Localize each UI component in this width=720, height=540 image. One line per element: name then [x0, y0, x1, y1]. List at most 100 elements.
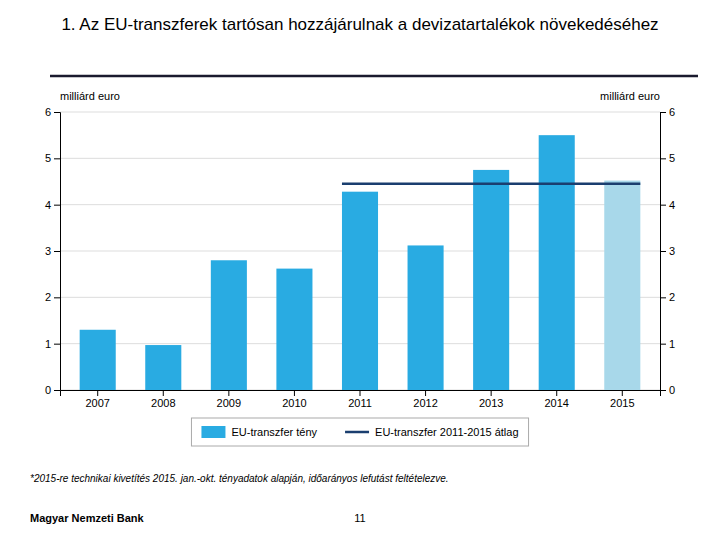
tick-mark — [660, 251, 666, 252]
tick-label: 2 — [45, 291, 51, 303]
tick-label: 2009 — [217, 397, 241, 409]
tick-label: 2011 — [348, 397, 372, 409]
footer-center: 11 — [354, 512, 365, 524]
tick-mark — [660, 158, 666, 159]
tick-label: 5 — [45, 152, 51, 164]
legend-frame — [191, 418, 528, 446]
tick-mark — [54, 112, 60, 113]
tick-label: 6 — [45, 106, 51, 118]
tick: 2013 — [479, 390, 503, 409]
tick: 6 — [45, 106, 60, 118]
tick-mark — [660, 205, 666, 206]
tick-mark — [622, 390, 623, 396]
legend: EU-transzfer tény EU-transzfer 2011-2015 … — [191, 418, 528, 446]
tick-label: 1 — [45, 338, 51, 350]
tick-mark — [54, 251, 60, 252]
footnote: *2015-re technikai kivetítés 2015. jan.-… — [30, 473, 449, 484]
tick-label: 4 — [669, 199, 675, 211]
tick-label: 2013 — [479, 397, 503, 409]
tick-label: 1 — [669, 338, 675, 350]
tick: 3 — [45, 245, 60, 257]
tick-mark — [97, 390, 98, 396]
tick-mark — [54, 297, 60, 298]
bar — [408, 245, 444, 390]
grid-line — [60, 112, 660, 113]
bar — [276, 269, 312, 390]
tick: 5 — [45, 152, 60, 164]
tick-label: 2012 — [413, 397, 437, 409]
tick-label: 2 — [669, 291, 675, 303]
grid — [60, 112, 660, 390]
tick: 2011 — [348, 390, 372, 409]
y2-axis-label: milliárd euro — [600, 90, 660, 102]
tick-mark — [556, 390, 557, 396]
tick: 5 — [660, 152, 675, 164]
chart-root: 1. Az EU-transzferek tartósan hozzájárul… — [0, 0, 720, 540]
tick-label: 3 — [669, 245, 675, 257]
tick: 2 — [45, 291, 60, 303]
legend-label: EU-transzfer tény — [231, 426, 317, 438]
legend-label: EU-transzfer 2011-2015 átlag — [375, 426, 519, 438]
tick: 2008 — [151, 390, 175, 409]
legend-item: EU-transzfer tény — [201, 426, 317, 438]
tick: 3 — [660, 245, 675, 257]
tick-label: 2010 — [282, 397, 306, 409]
tick-mark — [228, 390, 229, 396]
tick-mark — [163, 390, 164, 396]
tick-mark — [54, 205, 60, 206]
tick-mark — [294, 390, 295, 396]
tick-label: 2015 — [610, 397, 634, 409]
tick-label: 4 — [45, 199, 51, 211]
tick-label: 5 — [669, 152, 675, 164]
tick-label: 0 — [669, 384, 675, 396]
bar — [211, 260, 247, 390]
tick-mark — [54, 344, 60, 345]
tick: 0 — [45, 384, 60, 396]
tick: 1 — [660, 338, 675, 350]
x-axis: 2007 2008 2009 2010 2011 2012 2013 2014 2015 — [61, 390, 661, 409]
axis-line — [61, 391, 661, 397]
tick: 4 — [45, 199, 60, 211]
legend-item: EU-transzfer 2011-2015 átlag — [345, 426, 519, 438]
tick-mark — [425, 390, 426, 396]
tick: 2015 — [610, 390, 634, 409]
bar — [145, 345, 181, 390]
tick-label: 6 — [669, 106, 675, 118]
tick: 4 — [660, 199, 675, 211]
bar — [342, 192, 378, 390]
bar — [80, 330, 116, 390]
tick: 2010 — [282, 390, 306, 409]
tick: 2009 — [217, 390, 241, 409]
tick: 1 — [45, 338, 60, 350]
y2-axis: 0 1 2 3 4 5 6 — [660, 106, 675, 396]
tick-mark — [360, 390, 361, 396]
y-axis-label: milliárd euro — [60, 90, 120, 102]
tick-label: 0 — [45, 384, 51, 396]
axis-line — [54, 113, 61, 391]
separator — [50, 75, 698, 78]
tick-label: 2008 — [151, 397, 175, 409]
tick-label: 2014 — [544, 397, 568, 409]
tick-label: 2007 — [85, 397, 109, 409]
plot: 0123456012345620072008200920102011201220… — [45, 90, 675, 409]
average-line — [342, 183, 640, 186]
footer-left: Magyar Nemzeti Bank — [30, 512, 145, 524]
tick-mark — [54, 390, 60, 391]
tick-mark — [660, 112, 666, 113]
tick: 2014 — [544, 390, 568, 409]
tick: 0 — [660, 384, 675, 396]
tick: 2012 — [413, 390, 437, 409]
tick-mark — [491, 390, 492, 396]
tick-mark — [54, 158, 60, 159]
tick: 2 — [660, 291, 675, 303]
tick-label: 3 — [45, 245, 51, 257]
legend-swatch — [201, 426, 225, 438]
tick: 6 — [660, 106, 675, 118]
y-axis: 0 1 2 3 4 5 6 — [45, 106, 61, 396]
bar — [539, 135, 575, 390]
axis-line — [661, 113, 667, 391]
legend-swatch — [345, 431, 369, 434]
bar — [473, 170, 509, 390]
marks — [80, 135, 641, 390]
tick-mark — [660, 297, 666, 298]
